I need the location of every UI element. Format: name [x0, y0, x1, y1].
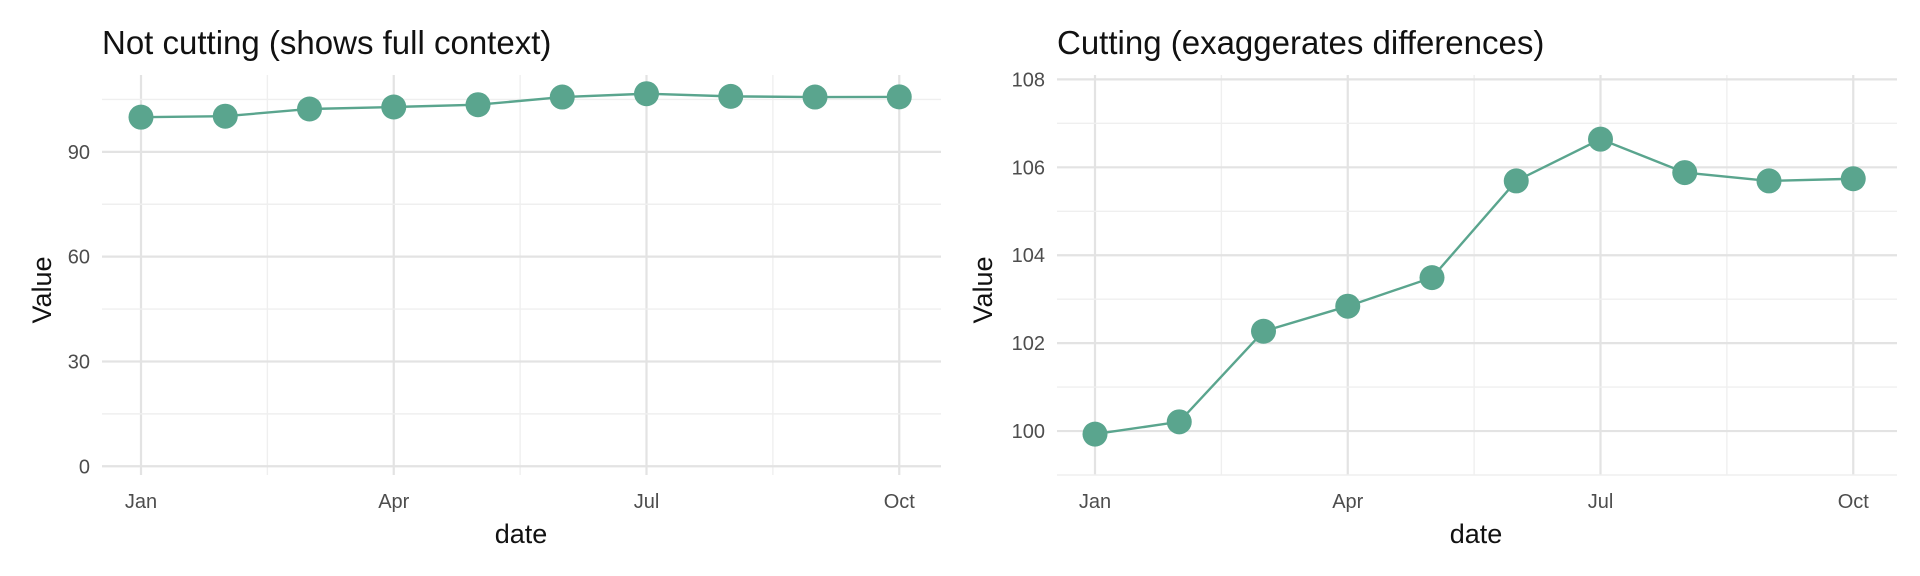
y-axis-title: Value	[27, 256, 57, 323]
data-point	[212, 103, 238, 129]
x-tick-label: Oct	[1838, 491, 1870, 513]
data-point	[1503, 168, 1529, 194]
data-point	[886, 84, 912, 110]
data-point	[1588, 126, 1613, 152]
y-tick-label: 104	[1012, 245, 1045, 267]
data-point	[634, 81, 659, 107]
y-tick-label: 106	[1012, 157, 1045, 179]
x-tick-label: Jan	[125, 491, 157, 513]
x-tick-label: Jul	[634, 491, 660, 513]
x-tick-label: Apr	[1332, 491, 1363, 513]
x-tick-label: Jan	[1079, 491, 1111, 513]
grid	[1057, 75, 1897, 476]
y-tick-label: 90	[68, 142, 90, 164]
y-tick-label: 100	[1012, 421, 1045, 443]
data-point	[381, 94, 407, 120]
y-tick-label: 102	[1012, 333, 1045, 355]
data-point	[1419, 265, 1445, 291]
data-point	[1840, 166, 1866, 192]
series-line	[140, 92, 900, 119]
x-axis-title: date	[1450, 519, 1503, 549]
data-point	[1672, 160, 1698, 186]
y-axis-title: Value	[968, 256, 998, 323]
data-point	[128, 104, 154, 130]
x-tick-label: Oct	[884, 491, 916, 513]
chart-title: Not cutting (shows full context)	[102, 24, 551, 61]
data-point	[465, 92, 491, 118]
x-axis-title: date	[495, 519, 548, 549]
series-line	[1094, 137, 1854, 436]
data-point	[802, 84, 828, 110]
data-point	[1756, 168, 1782, 194]
y-tick-label: 108	[1012, 69, 1045, 91]
y-tick-label: 60	[68, 247, 90, 269]
chart-panel-cutting: Cutting (exaggerates differences) Value …	[968, 24, 1897, 549]
grid	[102, 75, 941, 475]
y-tick-label: 30	[68, 351, 90, 373]
y-tick-label: 0	[79, 456, 90, 478]
data-point	[1166, 409, 1192, 435]
data-point	[297, 96, 322, 122]
data-point	[718, 83, 744, 109]
chart-title: Cutting (exaggerates differences)	[1057, 24, 1544, 61]
x-tick-label: Apr	[378, 491, 409, 513]
data-point	[1251, 318, 1276, 344]
chart-panel-not-cutting: Not cutting (shows full context) Value d…	[27, 24, 941, 549]
data-point	[1082, 421, 1108, 447]
x-tick-label: Jul	[1588, 491, 1614, 513]
data-point	[1335, 293, 1361, 319]
data-point	[549, 84, 575, 110]
